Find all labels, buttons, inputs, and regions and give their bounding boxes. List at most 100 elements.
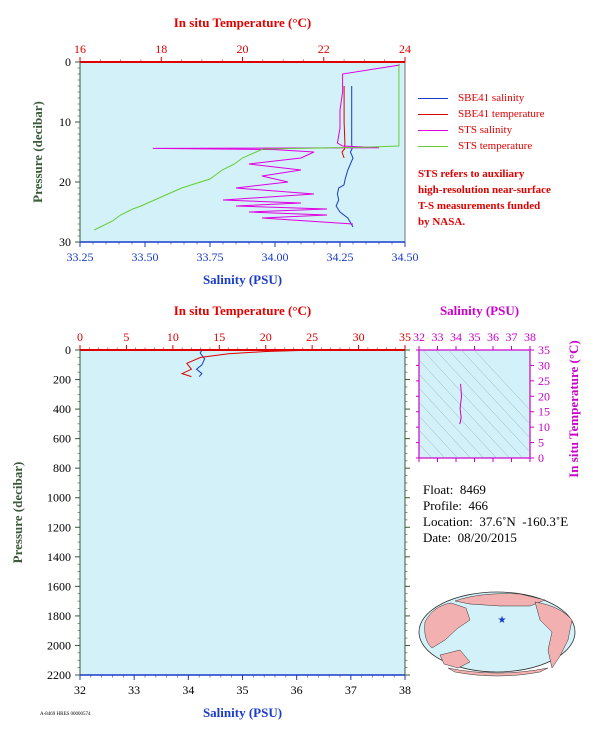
- x-tick-label: 36: [291, 683, 303, 697]
- map-land-antarctic: [447, 667, 549, 677]
- x-tick-label: 34.50: [392, 250, 419, 264]
- density-contour: [419, 415, 458, 458]
- series-line: [195, 349, 206, 377]
- x-axis-label: Salinity (PSU): [440, 303, 519, 318]
- series-line: [93, 63, 400, 231]
- y-tick-label: 1000: [47, 491, 71, 505]
- x-tick-label: 37: [506, 330, 518, 344]
- x-tick-label: 38: [524, 330, 536, 344]
- profile-number: Profile: 466: [423, 498, 488, 513]
- x-tick-label: 32: [74, 683, 86, 697]
- legend-note-line: T-S measurements funded: [418, 200, 541, 212]
- chart-full-profile: 32 33 34 35 36 37 38 Salinity (PSU) 0 5 10 15 20 25 30…: [10, 303, 411, 720]
- y-tick-label: 0: [65, 343, 71, 357]
- legend-item: STS salinity: [418, 122, 598, 138]
- float-id: Float: 8469: [423, 482, 486, 497]
- legend-note-line: high-resolution near-surface: [418, 184, 551, 196]
- y-tick-label: 20: [538, 389, 550, 403]
- density-contour: [419, 443, 433, 458]
- x-tick-label: 36: [487, 330, 499, 344]
- legend-note-line: by NASA.: [418, 216, 466, 228]
- density-contour: [419, 359, 510, 458]
- x-top-tick-label: 22: [318, 42, 330, 56]
- y-tick-label: 30: [538, 358, 550, 372]
- x-top-tick-label: 5: [123, 330, 129, 344]
- x-top-axis-label: In situ Temperature (°C): [174, 303, 312, 318]
- plot-area: [79, 61, 406, 243]
- x-tick-label: 33: [128, 683, 140, 697]
- density-contour: [419, 387, 484, 458]
- legend-swatch: [418, 97, 448, 99]
- x-tick-label: 33.50: [132, 250, 159, 264]
- plot-area: [79, 349, 406, 676]
- x-tick-label: 33.75: [197, 250, 224, 264]
- legend-label: SBE41 salinity: [458, 92, 525, 104]
- legend-label: SBE41 temperature: [458, 108, 545, 120]
- y-tick-label: 600: [53, 432, 71, 446]
- y-axis-label: Pressure (decibar): [10, 462, 25, 564]
- legend-label: STS temperature: [458, 140, 533, 152]
- x-axis-label: Salinity (PSU): [203, 705, 282, 720]
- x-tick-label: 34.00: [262, 250, 289, 264]
- world-map: ★: [418, 591, 576, 677]
- y-tick-label: 2000: [47, 638, 71, 652]
- location: Location: 37.6˚N -160.3˚E: [423, 514, 569, 529]
- density-contour: [473, 350, 530, 411]
- series-line: [180, 349, 308, 378]
- footer-code: A-8469 HRES 00000574: [40, 712, 91, 717]
- y-tick-label: 1400: [47, 550, 71, 564]
- legend-swatch: [418, 129, 448, 131]
- x-tick-label: 34.25: [327, 250, 354, 264]
- x-top-tick-label: 20: [237, 42, 249, 56]
- y-tick-label: 10: [538, 420, 550, 434]
- y-tick-label: 30: [59, 235, 71, 249]
- density-contour: [419, 401, 471, 458]
- y-tick-label: 400: [53, 402, 71, 416]
- x-tick-label: 34: [450, 330, 462, 344]
- density-contour: [448, 350, 530, 439]
- y-tick-label: 1200: [47, 520, 71, 534]
- x-tick-label: 32: [413, 330, 425, 344]
- x-top-tick-label: 10: [167, 330, 179, 344]
- y-tick-label: 35: [538, 343, 550, 357]
- legend-swatch: [418, 145, 448, 147]
- map-land-west: [424, 602, 471, 649]
- x-tick-label: 33: [432, 330, 444, 344]
- series-line: [152, 64, 400, 225]
- y-tick-label: 10: [59, 115, 71, 129]
- x-top-tick-label: 0: [77, 330, 83, 344]
- x-top-tick-label: 25: [306, 330, 318, 344]
- y-tick-label: 20: [59, 175, 71, 189]
- legend-item: STS temperature: [418, 138, 598, 154]
- y-tick-label: 800: [53, 461, 71, 475]
- x-top-axis-label: In situ Temperature (°C): [174, 15, 312, 30]
- map-land-east: [534, 601, 573, 669]
- density-contour: [461, 350, 530, 425]
- density-contour: [419, 429, 445, 458]
- x-tick-label: 37: [345, 683, 357, 697]
- y-tick-label: 0: [65, 55, 71, 69]
- y-tick-label: 5: [538, 436, 544, 450]
- x-top-tick-label: 15: [213, 330, 225, 344]
- x-tick-label: 34: [182, 683, 194, 697]
- date: Date: 08/20/2015: [423, 530, 517, 545]
- legend-label: STS salinity: [458, 124, 513, 136]
- x-tick-label: 38: [399, 683, 411, 697]
- map-land-south: [439, 649, 471, 669]
- series-line: [459, 383, 463, 425]
- y-tick-label: 200: [53, 373, 71, 387]
- plot-area: [418, 349, 531, 459]
- x-axis-label: Salinity (PSU): [203, 272, 282, 287]
- y-tick-label: 2200: [47, 668, 71, 682]
- map-land-north: [454, 593, 546, 607]
- x-top-tick-label: 16: [74, 42, 86, 56]
- density-contour: [419, 373, 497, 458]
- y-tick-label: 1800: [47, 609, 71, 623]
- x-top-tick-label: 20: [260, 330, 272, 344]
- y-tick-label: 25: [538, 374, 550, 388]
- x-top-tick-label: 30: [353, 330, 365, 344]
- legend-note: STS refers to auxiliary high-resolution …: [418, 166, 598, 230]
- legend-item: SBE41 salinity: [418, 90, 598, 106]
- y-tick-label: 15: [538, 405, 550, 419]
